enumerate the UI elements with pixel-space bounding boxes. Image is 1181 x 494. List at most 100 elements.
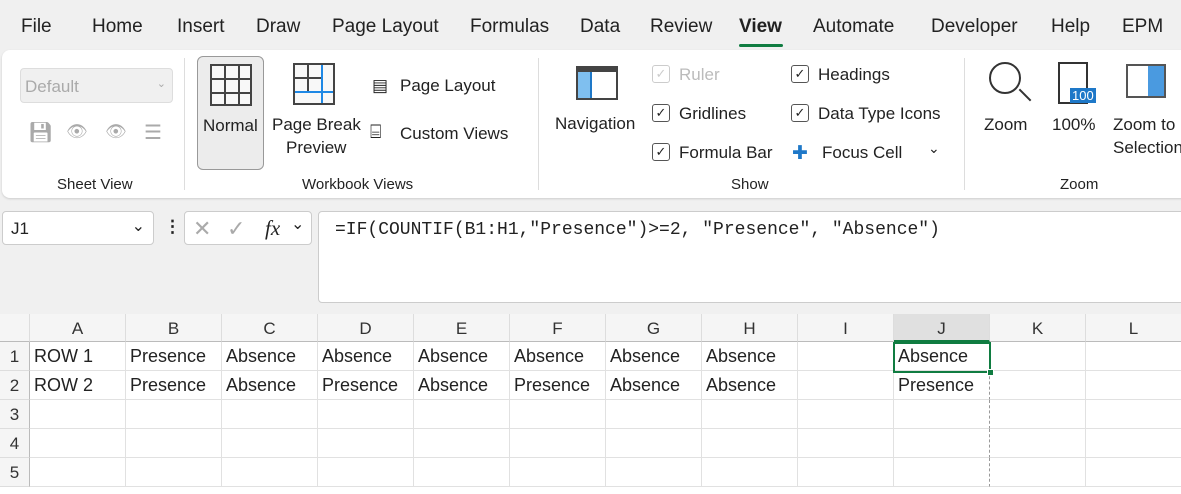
column-header-I[interactable]: I <box>798 314 894 342</box>
row-header-5[interactable]: 5 <box>0 458 30 487</box>
column-header-J[interactable]: J <box>894 314 990 342</box>
cell-K1[interactable] <box>990 342 1086 371</box>
row-header-1[interactable]: 1 <box>0 342 30 371</box>
cell-B3[interactable] <box>126 400 222 429</box>
cell-E3[interactable] <box>414 400 510 429</box>
headings-checkbox[interactable]: ✓ <box>791 65 809 83</box>
cell-H2[interactable]: Absence <box>702 371 798 400</box>
menu-tab-insert[interactable]: Insert <box>177 16 225 37</box>
cell-B1[interactable]: Presence <box>126 342 222 371</box>
cell-B2[interactable]: Presence <box>126 371 222 400</box>
menu-tab-view[interactable]: View <box>739 16 782 37</box>
save-view-icon[interactable]: 💾︎ <box>28 122 54 144</box>
cell-E2[interactable]: Absence <box>414 371 510 400</box>
cell-B5[interactable] <box>126 458 222 487</box>
data-type-icons-checkbox[interactable]: ✓ <box>791 104 809 122</box>
page-layout-button[interactable]: ▤ Page Layout <box>370 74 510 100</box>
zoom-100-button[interactable]: 100 100% <box>1048 58 1104 148</box>
cell-H1[interactable]: Absence <box>702 342 798 371</box>
menu-tab-automate[interactable]: Automate <box>813 16 895 37</box>
menu-tab-review[interactable]: Review <box>650 16 713 37</box>
cell-I4[interactable] <box>798 429 894 458</box>
focus-cell-button[interactable]: ✚ Focus Cell ⌄ <box>792 140 952 166</box>
gridlines-checkbox[interactable]: ✓ <box>652 104 670 122</box>
select-all-corner[interactable] <box>0 314 30 342</box>
cell-G5[interactable] <box>606 458 702 487</box>
column-header-A[interactable]: A <box>30 314 126 342</box>
page-break-preview-button[interactable]: Page Break Preview <box>268 56 364 170</box>
row-header-2[interactable]: 2 <box>0 371 30 400</box>
custom-views-button[interactable]: ⌸ Custom Views <box>370 122 520 148</box>
cancel-icon[interactable]: ✕ <box>193 216 212 241</box>
cell-K2[interactable] <box>990 371 1086 400</box>
cell-J1[interactable]: Absence <box>894 342 990 371</box>
cell-J4[interactable] <box>894 429 990 458</box>
cell-D4[interactable] <box>318 429 414 458</box>
focus-cell-chevron-icon[interactable]: ⌄ <box>928 140 940 156</box>
cell-G3[interactable] <box>606 400 702 429</box>
cell-I3[interactable] <box>798 400 894 429</box>
navigation-button[interactable]: Navigation <box>552 60 642 150</box>
cell-G1[interactable]: Absence <box>606 342 702 371</box>
cell-E4[interactable] <box>414 429 510 458</box>
cell-K5[interactable] <box>990 458 1086 487</box>
cell-E1[interactable]: Absence <box>414 342 510 371</box>
row-header-4[interactable]: 4 <box>0 429 30 458</box>
name-box[interactable]: J1 ⌄ <box>2 211 154 245</box>
column-header-F[interactable]: F <box>510 314 606 342</box>
column-header-E[interactable]: E <box>414 314 510 342</box>
cell-D1[interactable]: Absence <box>318 342 414 371</box>
cell-C2[interactable]: Absence <box>222 371 318 400</box>
cell-A4[interactable] <box>30 429 126 458</box>
cell-A3[interactable] <box>30 400 126 429</box>
menu-tab-home[interactable]: Home <box>92 16 143 37</box>
cell-L5[interactable] <box>1086 458 1181 487</box>
cell-I1[interactable] <box>798 342 894 371</box>
menu-tab-data[interactable]: Data <box>580 16 621 37</box>
cell-F2[interactable]: Presence <box>510 371 606 400</box>
insert-function-icon[interactable]: fx <box>265 216 281 240</box>
cell-L4[interactable] <box>1086 429 1181 458</box>
cell-I5[interactable] <box>798 458 894 487</box>
cell-A1[interactable]: ROW 1 <box>30 342 126 371</box>
menu-tab-help[interactable]: Help <box>1051 16 1091 37</box>
options-list-icon[interactable]: ☰ <box>144 122 162 144</box>
zoom-button[interactable]: Zoom <box>977 58 1037 148</box>
cell-K4[interactable] <box>990 429 1086 458</box>
cell-K3[interactable] <box>990 400 1086 429</box>
new-view-icon[interactable]: 👁︎ <box>105 122 127 141</box>
column-header-C[interactable]: C <box>222 314 318 342</box>
enter-icon[interactable]: ✓ <box>227 216 246 241</box>
cell-C3[interactable] <box>222 400 318 429</box>
menu-tab-file[interactable]: File <box>21 16 52 37</box>
cell-L3[interactable] <box>1086 400 1181 429</box>
cell-J3[interactable] <box>894 400 990 429</box>
cell-F1[interactable]: Absence <box>510 342 606 371</box>
menu-tab-page-layout[interactable]: Page Layout <box>332 16 439 37</box>
normal-view-button[interactable]: Normal <box>197 56 264 170</box>
formula-bar-checkbox[interactable]: ✓ <box>652 143 670 161</box>
cell-H5[interactable] <box>702 458 798 487</box>
cell-E5[interactable] <box>414 458 510 487</box>
cell-A2[interactable]: ROW 2 <box>30 371 126 400</box>
cell-A5[interactable] <box>30 458 126 487</box>
cell-C4[interactable] <box>222 429 318 458</box>
cell-L2[interactable] <box>1086 371 1181 400</box>
menu-tab-developer[interactable]: Developer <box>931 16 1018 37</box>
cell-D3[interactable] <box>318 400 414 429</box>
menu-tab-draw[interactable]: Draw <box>256 16 301 37</box>
cell-C5[interactable] <box>222 458 318 487</box>
zoom-to-selection-button[interactable]: Zoom to Selection <box>1110 58 1181 168</box>
cell-B4[interactable] <box>126 429 222 458</box>
column-header-K[interactable]: K <box>990 314 1086 342</box>
cell-F3[interactable] <box>510 400 606 429</box>
chevron-down-icon[interactable]: ⌄ <box>291 216 305 233</box>
ruler-checkbox[interactable]: ✓ <box>652 65 670 83</box>
chevron-down-icon[interactable]: ⌄ <box>131 218 145 235</box>
cell-J5[interactable] <box>894 458 990 487</box>
exit-view-icon[interactable]: 👁︎ <box>66 122 88 141</box>
cell-F5[interactable] <box>510 458 606 487</box>
more-options-icon[interactable]: ⋮ <box>164 217 181 236</box>
cell-G2[interactable]: Absence <box>606 371 702 400</box>
cell-J2[interactable]: Presence <box>894 371 990 400</box>
